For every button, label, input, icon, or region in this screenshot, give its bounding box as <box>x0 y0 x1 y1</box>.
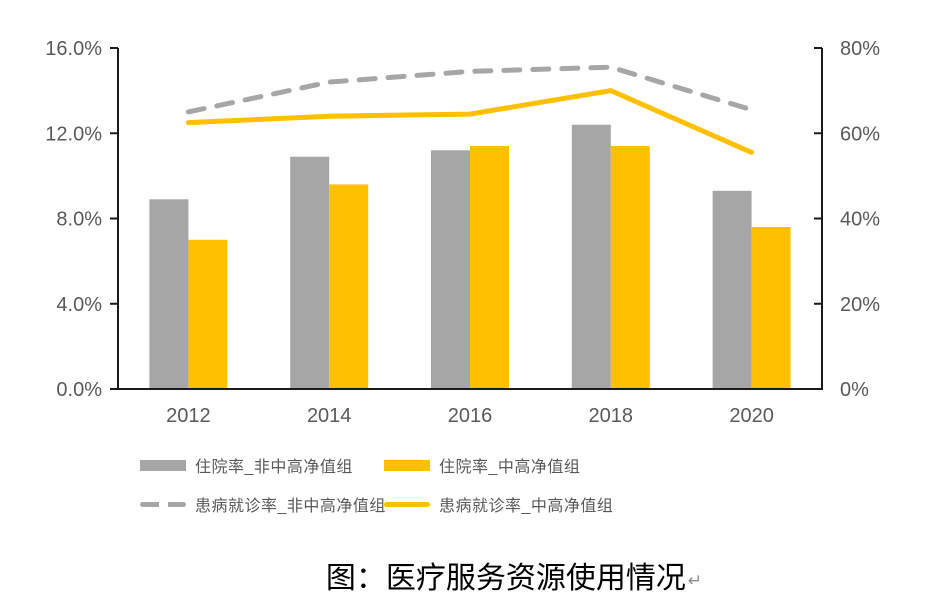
legend-label: 患病就诊率_非中高净值组 <box>195 498 386 515</box>
x-axis-label-2016: 2016 <box>448 405 493 427</box>
left-axis-tick-label: 16.0% <box>45 38 102 60</box>
left-axis-tick-label: 4.0% <box>56 294 102 316</box>
bar-non-hnw-2012 <box>149 199 189 389</box>
legend-label: 患病就诊率_中高净值组 <box>439 498 614 515</box>
bar-hnw-2016 <box>470 146 509 389</box>
chart-legend: 住院率_非中高净值组 住院率_中高净值组 患病就诊率_非中高净值组 患病就诊率_… <box>140 452 613 517</box>
bar-hnw-2018 <box>610 146 650 389</box>
line-series-visit-rate-hnw <box>185 88 755 155</box>
bar-hnw-2020 <box>751 227 791 389</box>
right-axis-tick-label: 0% <box>840 379 869 401</box>
legend-label: 住院率_非中高净值组 <box>195 459 353 476</box>
x-axis-label-2018: 2018 <box>589 405 634 427</box>
bar-non-hnw-2014 <box>290 156 330 389</box>
bar-hnw-2012 <box>188 239 228 389</box>
legend-label: 住院率_中高净值组 <box>439 459 581 476</box>
right-axis-tick-label: 20% <box>840 294 880 316</box>
legend-item-visit-rate-hnw: 患病就诊率_中高净值组 <box>384 491 613 517</box>
right-axis-tick-label: 40% <box>840 209 880 231</box>
paragraph-mark: ↵ <box>687 571 703 591</box>
legend-swatch-yellow-bar <box>384 459 430 471</box>
left-axis-tick-label: 8.0% <box>56 209 102 231</box>
right-axis-tick-label: 80% <box>840 38 880 60</box>
medical-usage-chart: 0.0% 4.0% 8.0% 12.0% 16.0% 0% 20% 40% 60% 80% 2012… <box>45 38 880 427</box>
line-series-visit-rate-non-hnw <box>185 64 755 115</box>
figure-caption-text: 图：医疗服务资源使用情况 <box>325 562 686 595</box>
chart-canvas: 0.0% 4.0% 8.0% 12.0% 16.0% 0% 20% 40% 60% 80% 2012… <box>45 38 880 427</box>
right-axis-tick-label: 60% <box>840 123 880 145</box>
x-axis-label-2020: 2020 <box>729 405 774 427</box>
left-axis-tick-label: 12.0% <box>45 123 102 145</box>
legend-item-hospitalization-rate-hnw: 住院率_中高净值组 <box>384 452 613 478</box>
legend-swatch-yellow-solid-line <box>384 501 430 507</box>
legend-item-hospitalization-rate-non-hnw: 住院率_非中高净值组 <box>140 452 384 478</box>
legend-item-visit-rate-non-hnw: 患病就诊率_非中高净值组 <box>140 491 386 517</box>
figure-caption: 图：医疗服务资源使用情况 ↵ <box>326 553 702 597</box>
x-axis-label-2014: 2014 <box>307 405 352 427</box>
left-axis-tick-label: 0.0% <box>56 379 102 401</box>
legend-swatch-gray-dashed-line <box>140 501 186 507</box>
bar-non-hnw-2020 <box>712 190 752 389</box>
x-axis-label-2012: 2012 <box>166 405 211 427</box>
legend-swatch-gray-bar <box>140 459 186 471</box>
bar-hnw-2014 <box>329 184 369 389</box>
bar-non-hnw-2016 <box>431 150 470 389</box>
bar-non-hnw-2018 <box>571 124 611 389</box>
